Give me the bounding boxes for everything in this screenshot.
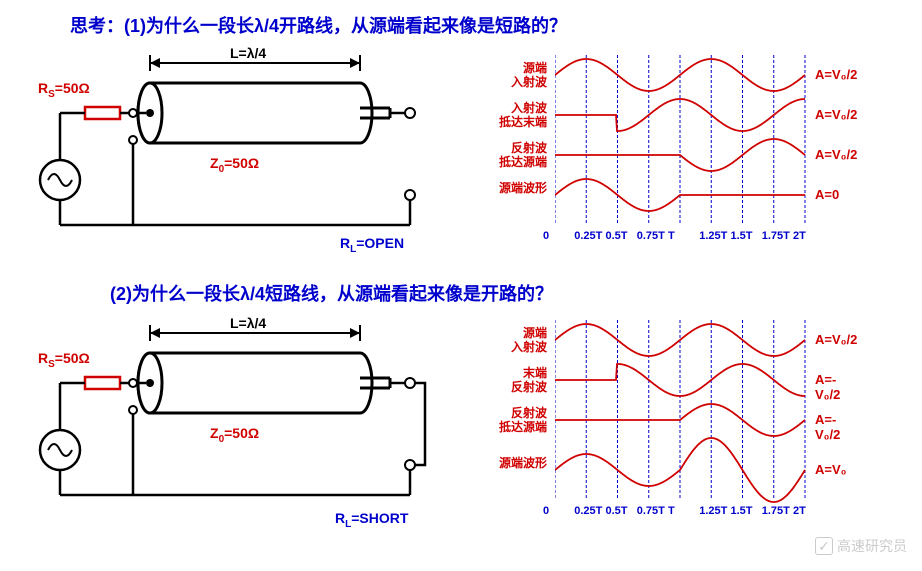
rl-label-1: RL=OPEN xyxy=(340,235,404,255)
x-axis-tick: 0.25T xyxy=(574,230,602,242)
wave-row-label: 末端反射波 xyxy=(487,366,547,394)
wave-amp-label: A=V₀/2 xyxy=(815,67,857,82)
x-axis-tick: 2T xyxy=(793,230,806,242)
wave-amp-label: A=0 xyxy=(815,187,839,202)
rs-label-1: RS=50Ω xyxy=(38,80,90,100)
x-axis-tick: 1.5T xyxy=(731,230,753,242)
waves-2: 源端入射波A=V₀/2末端反射波A=-V₀/2反射波抵达源端A=-V₀/2源端波… xyxy=(555,320,825,540)
x-axis-tick: 0.5T xyxy=(606,505,628,517)
x-axis-tick: 2T xyxy=(793,505,806,517)
x-axis-tick: 0 xyxy=(543,230,549,242)
rs-label-2: RS=50Ω xyxy=(38,350,90,370)
wave-row-label: 反射波抵达源端 xyxy=(487,406,547,434)
x-axis-tick: T xyxy=(668,505,675,517)
wave-row-label: 反射波抵达源端 xyxy=(487,141,547,169)
rl-label-2: RL=SHORT xyxy=(335,510,408,530)
x-axis-tick: 1.75T xyxy=(762,505,790,517)
x-axis-tick: 1.5T xyxy=(731,505,753,517)
x-axis-tick: 0.5T xyxy=(606,230,628,242)
x-axis-tick: 0.75T xyxy=(637,230,665,242)
x-axis-tick: 0.25T xyxy=(574,505,602,517)
x-axis-tick: 0.75T xyxy=(637,505,665,517)
len-label-1: L=λ/4 xyxy=(230,45,266,61)
wave-amp-label: A=V₀/2 xyxy=(815,107,857,122)
wave-row-label: 源端入射波 xyxy=(487,61,547,89)
wave-row-label: 入射波抵达末端 xyxy=(487,101,547,129)
watermark: ✓高速研究员 xyxy=(815,536,907,556)
wave-row-label: 源端波形 xyxy=(487,456,547,470)
wave-amp-label: A=V₀/2 xyxy=(815,332,857,347)
title-1: 思考：(1)为什么一段长λ/4开路线，从源端看起来像是短路的？ xyxy=(70,12,567,38)
circuit-short xyxy=(30,315,450,525)
len-label-2: L=λ/4 xyxy=(230,315,266,331)
x-axis-tick: 1.75T xyxy=(762,230,790,242)
wave-row-label: 源端波形 xyxy=(487,181,547,195)
wave-amp-label: A=-V₀/2 xyxy=(815,412,840,442)
title-2: (2)为什么一段长λ/4短路线，从源端看起来像是开路的？ xyxy=(110,280,553,306)
circuit-open xyxy=(30,45,450,255)
x-axis-tick: 0 xyxy=(543,505,549,517)
x-axis-tick: 1.25T xyxy=(699,230,727,242)
wave-amp-label: A=-V₀/2 xyxy=(815,372,840,402)
z0-label-2: Z0=50Ω xyxy=(210,425,259,445)
x-axis-tick: 1.25T xyxy=(699,505,727,517)
wave-amp-label: A=V₀ xyxy=(815,462,847,477)
waves-1: 源端入射波A=V₀/2入射波抵达末端A=V₀/2反射波抵达源端A=V₀/2源端波… xyxy=(555,55,825,255)
wave-row-label: 源端入射波 xyxy=(487,326,547,354)
wave-amp-label: A=V₀/2 xyxy=(815,147,857,162)
z0-label-1: Z0=50Ω xyxy=(210,155,259,175)
x-axis-tick: T xyxy=(668,230,675,242)
